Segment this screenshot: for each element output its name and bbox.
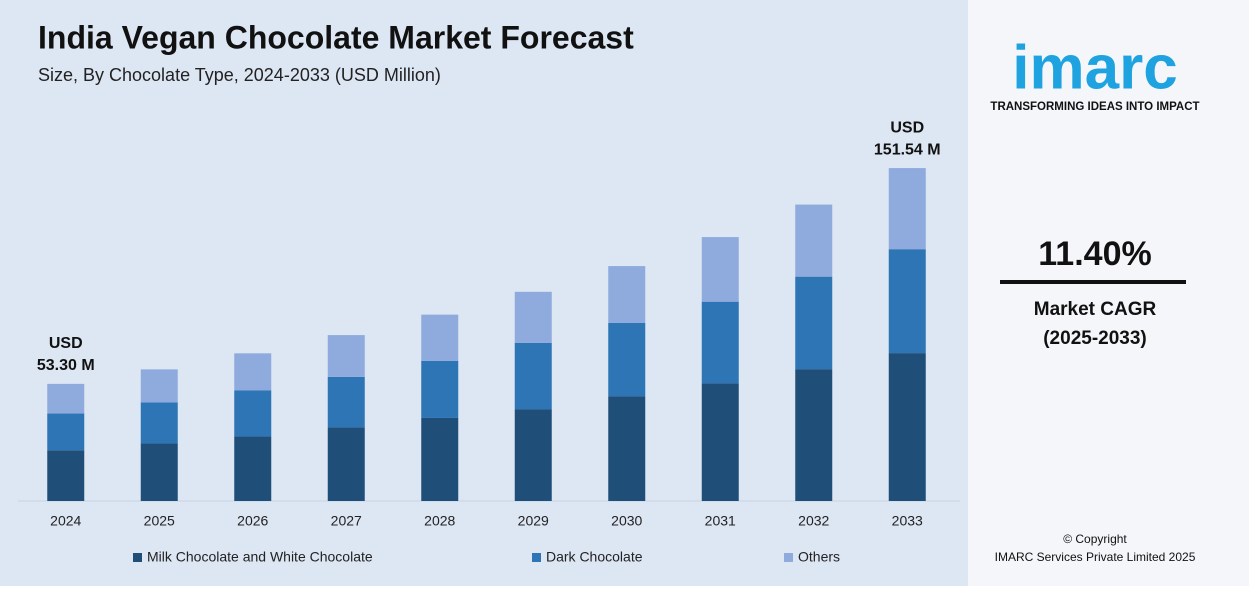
company: IMARC Services Private Limited 2025: [995, 550, 1196, 564]
bar-segment: [140, 369, 178, 403]
tagline: TRANSFORMING IDEAS INTO IMPACT: [990, 101, 1199, 113]
legend-label: Milk Chocolate and White Chocolate: [147, 549, 373, 565]
bar-segment: [514, 342, 552, 410]
cagr-period: (2025-2033): [1043, 328, 1147, 349]
bar-segment: [608, 322, 646, 397]
cagr-value: 11.40%: [1038, 235, 1151, 273]
bar-segment: [234, 436, 272, 501]
legend-swatch: [784, 553, 793, 562]
chart-title: India Vegan Chocolate Market Forecast: [38, 19, 634, 55]
total-annotation: USD: [890, 119, 924, 136]
x-tick-label: 2032: [798, 513, 829, 529]
bar-segment: [421, 314, 459, 361]
bar-segment: [701, 301, 739, 384]
bar-segment: [795, 204, 833, 277]
total-annotation: USD: [49, 335, 83, 352]
bar-segment: [795, 369, 833, 501]
cagr-rule: [1000, 280, 1186, 284]
x-tick-label: 2029: [518, 513, 549, 529]
bar-segment: [234, 390, 272, 437]
bar-segment: [47, 413, 85, 451]
bar-segment: [421, 417, 459, 501]
legend-swatch: [532, 553, 541, 562]
bar-segment: [47, 383, 85, 414]
bar-segment: [140, 402, 178, 444]
side-bg: [968, 0, 1249, 586]
bar-segment: [514, 409, 552, 501]
bar-segment: [888, 168, 926, 250]
bar-segment: [514, 291, 552, 343]
total-annotation: 151.54 M: [874, 141, 941, 158]
x-tick-label: 2024: [50, 513, 81, 529]
cagr-label: Market CAGR: [1034, 299, 1157, 320]
bar-segment: [608, 266, 646, 323]
x-tick-label: 2033: [892, 513, 923, 529]
bar-segment: [795, 276, 833, 370]
plot: 2024 2025 2026 2027 2028 2029 2030 2031 2032 2033…: [37, 119, 941, 528]
x-tick-label: 2030: [611, 513, 642, 529]
logo: imarc: [1012, 33, 1177, 102]
bar-segment: [701, 237, 739, 302]
legend-label: Others: [798, 549, 840, 565]
total-annotation: 53.30 M: [37, 357, 95, 374]
bar-segment: [234, 353, 272, 391]
bar-segment: [608, 396, 646, 501]
legend: Milk Chocolate and White Chocolate Dark C…: [133, 549, 840, 565]
x-tick-label: 2027: [331, 513, 362, 529]
x-tick-label: 2025: [144, 513, 175, 529]
x-tick-label: 2026: [237, 513, 268, 529]
x-tick-label: 2031: [705, 513, 736, 529]
bar-segment: [327, 376, 365, 428]
bar-segment: [140, 443, 178, 501]
bar-segment: [327, 335, 365, 377]
x-tick-label: 2028: [424, 513, 455, 529]
legend-swatch: [133, 553, 142, 562]
bar-segment: [701, 383, 739, 501]
bar-segment: [421, 360, 459, 418]
bar-segment: [888, 353, 926, 501]
bar-segment: [327, 427, 365, 501]
bar-segment: [47, 450, 85, 501]
bar-segment: [888, 249, 926, 354]
copyright: © Copyright: [1063, 532, 1127, 546]
chart-subtitle: Size, By Chocolate Type, 2024-2033 (USD …: [38, 65, 441, 85]
legend-label: Dark Chocolate: [546, 549, 643, 565]
